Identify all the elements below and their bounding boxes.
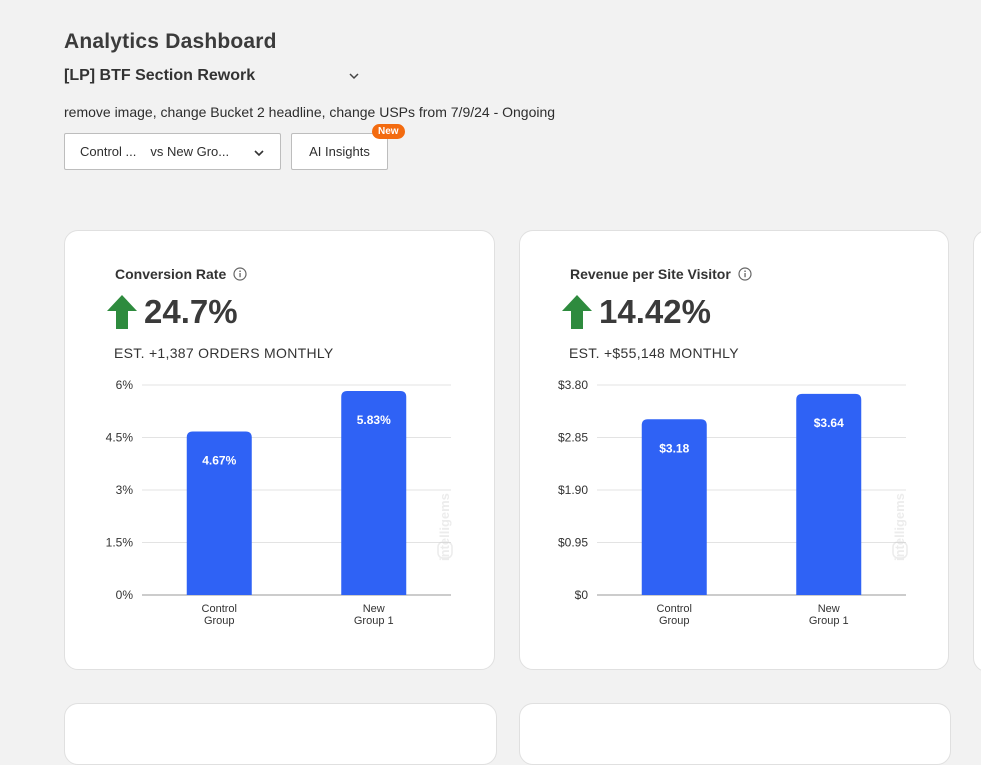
ai-insights-button[interactable]: AI Insights bbox=[291, 133, 388, 170]
comparison-left: Control ... bbox=[80, 144, 137, 159]
bar-value-label: 4.67% bbox=[202, 454, 236, 468]
bar-chart: $0 $0.95 $1.90 $2.85 $3.80 intelligems $3.18 Co… bbox=[558, 378, 908, 627]
info-icon[interactable] bbox=[738, 267, 752, 281]
x-category-label: Group 1 bbox=[809, 615, 849, 627]
metric-title: Conversion Rate bbox=[115, 266, 227, 282]
test-name: [LP] BTF Section Rework bbox=[64, 67, 256, 84]
bar-value-label: $3.18 bbox=[659, 441, 689, 455]
bar-value-label: $3.64 bbox=[814, 416, 844, 430]
ai-insights-label: AI Insights bbox=[309, 144, 370, 159]
estimate-text: EST. +1,387 ORDERS MONTHLY bbox=[114, 345, 334, 361]
x-category-label: New bbox=[818, 603, 840, 615]
bar-value-label: 5.83% bbox=[357, 413, 391, 427]
page-title: Analytics Dashboard bbox=[64, 30, 277, 53]
x-category-label: Group bbox=[659, 615, 690, 627]
bar[interactable] bbox=[341, 390, 407, 595]
bar[interactable] bbox=[641, 419, 707, 595]
x-category-label: New bbox=[363, 603, 385, 615]
watermark-logo: intelligems bbox=[437, 493, 453, 561]
test-selector[interactable]: [LP] BTF Section Rework bbox=[64, 65, 364, 87]
y-tick-label: 6% bbox=[116, 378, 134, 392]
comparison-select[interactable]: Control ... vs New Gro... bbox=[64, 133, 281, 170]
metric-card-partial bbox=[973, 230, 981, 672]
watermark-text: intelligems bbox=[892, 493, 907, 561]
estimate-text: EST. +$55,148 MONTHLY bbox=[569, 345, 739, 361]
up-arrow-icon bbox=[107, 295, 137, 329]
up-arrow-icon bbox=[562, 295, 592, 329]
metric-card-bottom bbox=[519, 703, 951, 765]
comparison-right: vs New Gro... bbox=[150, 144, 230, 159]
y-tick-label: 4.5% bbox=[106, 431, 134, 445]
watermark-mark bbox=[437, 541, 453, 559]
metric-card-revenue-per-visitor: Revenue per Site Visitor 14.42% EST. +$5… bbox=[519, 230, 949, 670]
y-tick-label: 0% bbox=[116, 588, 134, 602]
bar-chart: 0%1.5%3%4.5%6%intelligems4.67%ControlGro… bbox=[106, 378, 453, 627]
x-category-label: Control bbox=[657, 603, 692, 615]
new-badge: New bbox=[372, 124, 405, 139]
y-tick-label: $1.90 bbox=[558, 483, 588, 497]
x-category-label: Group 1 bbox=[354, 615, 394, 627]
lift-value: 14.42% bbox=[599, 293, 711, 330]
metric-card-conversion-rate: Conversion Rate 24.7% EST. +1,387 ORDERS… bbox=[64, 230, 495, 670]
header: Analytics Dashboard bbox=[64, 30, 277, 54]
watermark-mark bbox=[892, 541, 908, 559]
lift-value: 24.7% bbox=[144, 293, 238, 330]
y-tick-label: $0 bbox=[575, 588, 589, 602]
y-tick-label: $0.95 bbox=[558, 536, 588, 550]
watermark-logo: intelligems bbox=[892, 493, 908, 561]
chevron-down-icon bbox=[348, 69, 360, 87]
bar[interactable] bbox=[796, 393, 862, 595]
bar[interactable] bbox=[186, 431, 252, 595]
x-category-label: Group bbox=[204, 615, 235, 627]
chevron-down-icon bbox=[253, 147, 265, 162]
info-icon[interactable] bbox=[233, 267, 247, 281]
y-tick-label: $3.80 bbox=[558, 378, 588, 392]
x-category-label: Control bbox=[202, 603, 237, 615]
y-tick-label: 3% bbox=[116, 483, 134, 497]
test-description: remove image, change Bucket 2 headline, … bbox=[64, 104, 556, 120]
y-tick-label: $2.85 bbox=[558, 431, 588, 445]
metric-title: Revenue per Site Visitor bbox=[570, 266, 731, 282]
watermark-text: intelligems bbox=[437, 493, 452, 561]
y-tick-label: 1.5% bbox=[106, 536, 134, 550]
metric-card-bottom bbox=[64, 703, 497, 765]
